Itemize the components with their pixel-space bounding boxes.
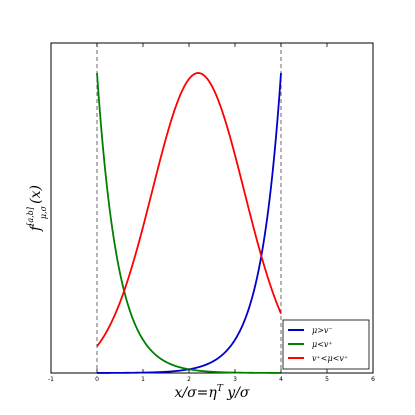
x-axis-label-sup: T bbox=[217, 384, 224, 394]
y-axis-label-tail: (x) bbox=[28, 185, 44, 204]
x-tick-label: 6 bbox=[371, 376, 375, 383]
x-axis-label-tail: y/σ bbox=[223, 385, 250, 401]
x-tick-label: 1 bbox=[141, 376, 145, 383]
y-axis-label-main: f bbox=[28, 223, 44, 232]
x-axis-label-main: x/σ=η bbox=[175, 385, 218, 401]
x-tick-label: 0 bbox=[95, 376, 99, 383]
x-tick-label: 2 bbox=[187, 376, 191, 383]
series-line-red bbox=[96, 72, 282, 347]
x-tick-label: 3 bbox=[233, 376, 237, 383]
series-line-blue bbox=[97, 72, 282, 374]
y-axis-label: f[a,b] μ,σ(x) bbox=[26, 185, 48, 232]
x-tick-label: 5 bbox=[325, 376, 329, 383]
x-tick-label: -1 bbox=[48, 376, 54, 383]
legend: μ>v⁻ μ<v⁺ v⁺<μ<v⁺ bbox=[282, 319, 370, 370]
legend-entry-green: μ<v⁺ bbox=[312, 340, 333, 349]
x-axis-label: x/σ=ηT y/σ bbox=[175, 384, 250, 401]
legend-entry-red: v⁺<μ<v⁺ bbox=[312, 354, 348, 363]
legend-entry-blue: μ>v⁻ bbox=[312, 326, 333, 335]
series-line-green bbox=[96, 72, 281, 374]
y-axis-label-sub: μ,σ bbox=[39, 205, 48, 219]
x-tick-label: 4 bbox=[279, 376, 283, 383]
series-group bbox=[96, 72, 282, 374]
x-ticks: -1 0 1 2 3 4 5 6 bbox=[48, 43, 375, 383]
y-axis-label-sup: [a,b] bbox=[26, 206, 35, 226]
plot-frame bbox=[50, 42, 374, 374]
vertical-lines bbox=[96, 43, 282, 373]
